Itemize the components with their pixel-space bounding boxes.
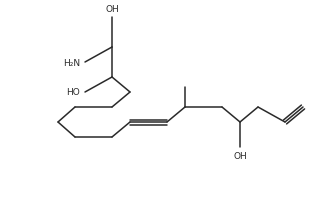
Text: H₂N: H₂N (63, 58, 80, 67)
Text: OH: OH (233, 151, 247, 160)
Text: HO: HO (66, 88, 80, 97)
Text: OH: OH (105, 5, 119, 14)
